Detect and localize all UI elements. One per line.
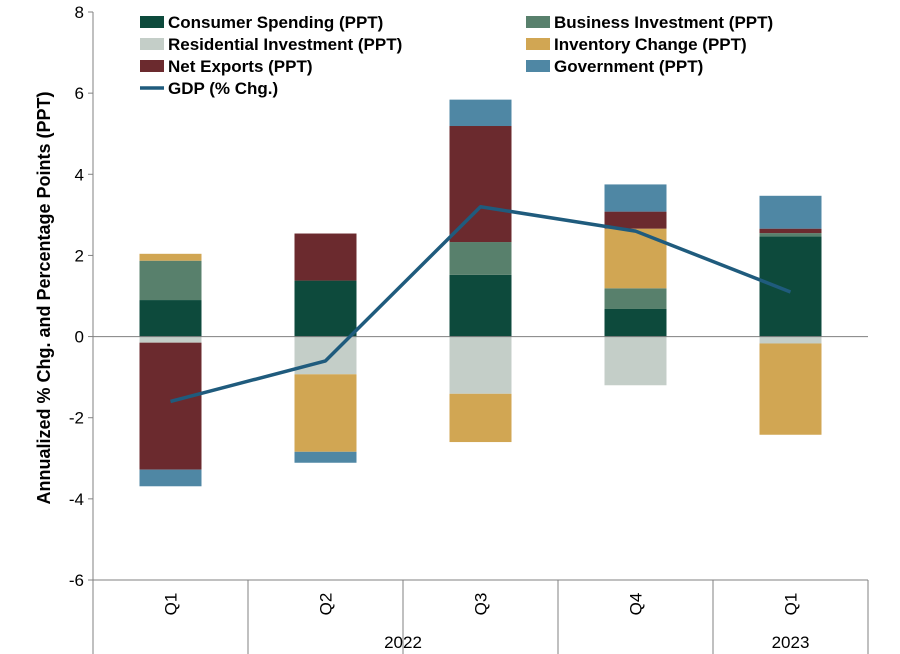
legend-label: GDP (% Chg.) [168,79,278,98]
y-tick-label: 8 [75,3,84,22]
legend-label: Net Exports (PPT) [168,57,313,76]
bar-segment [449,274,512,337]
x-category-label: Q1 [782,593,801,616]
bar-segment [759,233,822,237]
bar-segment [449,126,512,243]
bar-segment [139,253,202,261]
bar-segment [759,228,822,234]
x-category-label: Q2 [317,593,336,616]
legend-swatch [140,16,164,28]
bar-segment [139,336,202,343]
bar-segment [139,469,202,487]
gdp-series-line [170,204,792,404]
bar-segment [759,195,822,229]
bar-segment [449,336,512,394]
legend-swatch [140,38,164,50]
legend-label: Inventory Change (PPT) [554,35,747,54]
bar-segment [449,393,512,443]
bar-segment [449,242,512,275]
bar-segment [294,336,357,375]
bar-segment [294,451,357,463]
legend-swatch [526,38,550,50]
bar-segment [604,211,667,229]
bar-segment [139,342,202,470]
bar-segment [759,336,822,344]
legend: Consumer Spending (PPT) Business Investme… [140,13,773,98]
y-tick-label: 0 [75,328,84,347]
x-category-label: Q3 [472,593,491,616]
bar-segment [139,260,202,301]
y-tick-label: -2 [69,409,84,428]
y-tick-label: 4 [75,165,84,184]
bar-segment [604,228,667,289]
legend-swatch [526,60,550,72]
gdp-line-group [170,204,792,404]
x-category-label: Q4 [627,593,646,616]
x-category-label: Q1 [162,593,181,616]
bar-segment [604,336,667,386]
x-group-label: 2023 [772,633,810,652]
bar-segment [759,236,822,337]
x-group-label: 2022 [384,633,422,652]
legend-label: Consumer Spending (PPT) [168,13,383,32]
y-axis-ticks: 8 6 4 2 0 -2 -4 -6 [69,3,93,590]
bar-segment [604,308,667,337]
bar-segment [294,280,357,337]
bar-segment [449,99,512,127]
bar-segment [604,288,667,309]
y-tick-label: -6 [69,571,84,590]
bar-segment [294,374,357,452]
y-tick-label: 6 [75,84,84,103]
legend-label: Business Investment (PPT) [554,13,773,32]
bar-segment [759,343,822,435]
legend-swatch [526,16,550,28]
y-tick-label: -4 [69,490,84,509]
stacked-bars [139,99,822,487]
x-axis-categories: Q1 Q2 Q3 Q4 Q1 2022 2023 [92,580,869,654]
bar-segment [604,184,667,212]
legend-swatch [140,60,164,72]
y-axis-label: Annualized % Chg. and Percentage Points … [34,91,54,504]
legend-label: Residential Investment (PPT) [168,35,402,54]
legend-label: Government (PPT) [554,57,703,76]
bar-segment [139,300,202,337]
axes [92,12,868,581]
bar-segment [294,233,357,281]
y-tick-label: 2 [75,246,84,265]
